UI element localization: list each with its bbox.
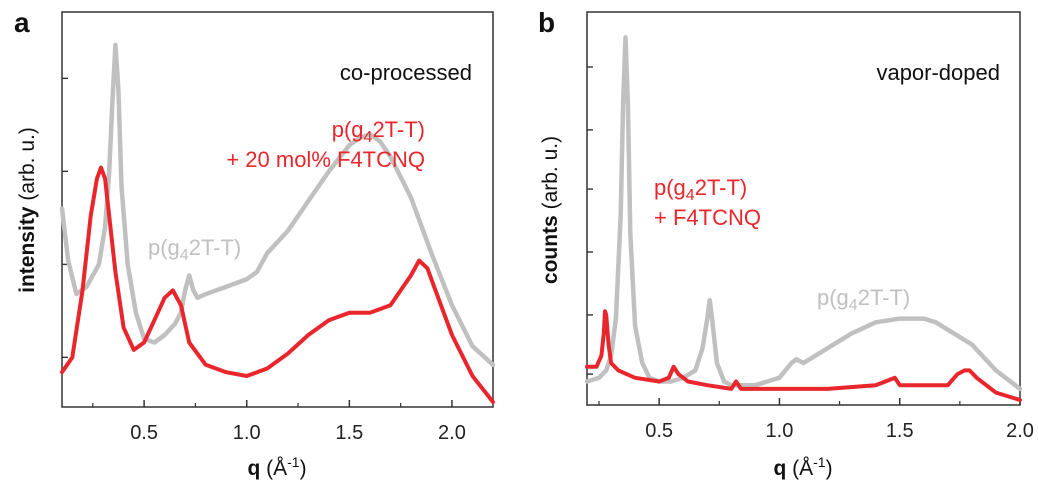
panel-b: b 0.5 1.0 1.5 2.0 vapor-doped p(g42T-T) + F…	[538, 7, 1034, 480]
x-tick-label: 0.5	[645, 420, 673, 442]
annotation-b: vapor-doped	[876, 60, 1000, 85]
x-tick-label: 1.5	[335, 422, 363, 444]
x-axis-label-a: q (Å-1)	[247, 454, 306, 480]
legend-a-pristine: p(g42T-T)	[148, 235, 241, 264]
legend-a-doped-line1: p(g42T-T)	[332, 117, 425, 146]
y-axis-label-b: counts (arb. u.)	[539, 136, 562, 284]
axis-ticks-b	[598, 398, 1021, 405]
curve-a-pristine	[59, 42, 496, 368]
x-tick-label: 2.0	[438, 422, 466, 444]
x-tick-labels-b: 0.5 1.0 1.5 2.0	[645, 420, 1034, 442]
x-tick-label: 1.0	[766, 420, 794, 442]
y-ticks-b	[587, 66, 593, 375]
plot-frame-b	[586, 11, 1021, 406]
x-tick-labels-a: 0.5 1.0 1.5 2.0	[130, 422, 466, 444]
axis-ticks-a	[92, 400, 453, 407]
curve-b-pristine	[584, 35, 1023, 392]
legend-b-doped-line2: + F4TCNQ	[654, 205, 761, 230]
panel-a: a 0.5 1.0 1.5 2.0 co-processed p(g42T-T) + …	[14, 7, 496, 480]
annotation-a: co-processed	[340, 60, 472, 85]
x-tick-label: 2.0	[1006, 420, 1034, 442]
curve-b-doped	[585, 309, 1022, 402]
legend-b-pristine: p(g42T-T)	[817, 285, 910, 314]
panel-label-a: a	[14, 7, 30, 38]
curve-a-doped	[60, 165, 495, 404]
x-tick-label: 1.0	[233, 422, 261, 444]
panel-label-b: b	[538, 7, 555, 38]
legend-a-doped-line2: + 20 mol% F4TCNQ	[226, 147, 425, 172]
x-axis-label-b: q (Å-1)	[773, 454, 832, 480]
legend-b-doped-line1: p(g42T-T)	[654, 175, 747, 204]
y-axis-label-a: intensity (arb. u.)	[16, 127, 39, 293]
x-tick-label: 0.5	[130, 422, 158, 444]
x-tick-label: 1.5	[886, 420, 914, 442]
